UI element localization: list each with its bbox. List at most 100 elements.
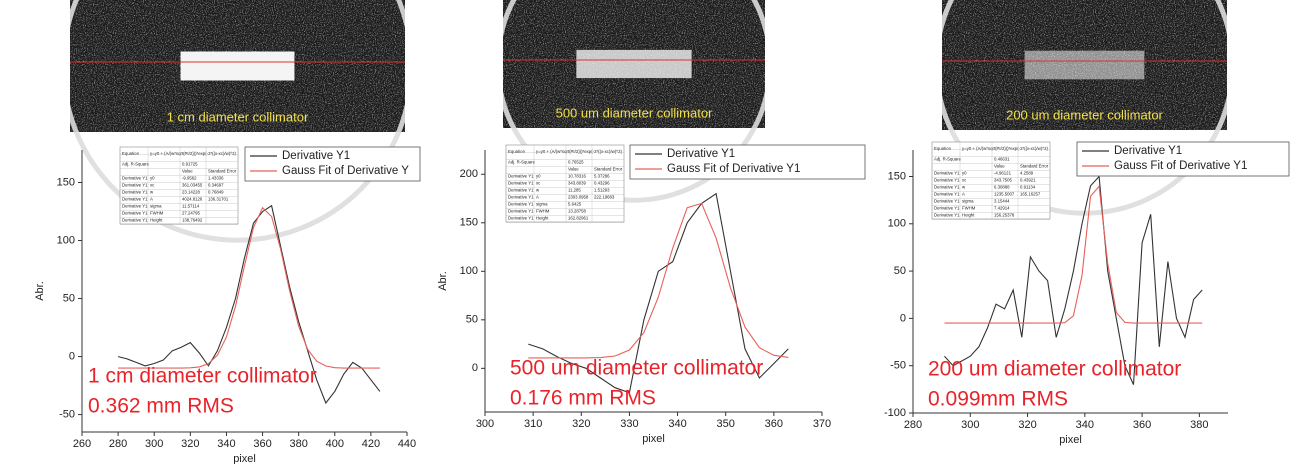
table-cell: 343.7505 (994, 178, 1013, 183)
fit-table (931, 141, 1051, 220)
image-margin (765, 0, 825, 128)
series-line (944, 175, 1203, 385)
table-cell: y0 (962, 171, 967, 176)
table-cell: A (150, 197, 153, 202)
fit-table (119, 146, 239, 225)
x-tick-label: 340 (668, 418, 686, 430)
table-cell: FWHM (536, 209, 550, 214)
legend-label: Gauss Fit of Derivative Y (282, 165, 409, 177)
table-cell: Equation (122, 151, 140, 156)
table-cell: Derivative Y1 (508, 181, 534, 186)
table-header: Value (568, 167, 579, 172)
table-cell: -4.96121 (994, 171, 1012, 176)
annotation: 500 um diameter collimator (510, 357, 763, 380)
x-tick-label: 340 (217, 438, 235, 450)
table-cell: 23.14228 (182, 190, 201, 195)
x-tick-label: 380 (289, 438, 307, 450)
image-caption: 500 um diameter collimator (556, 105, 713, 120)
table-cell: Derivative Y1 (122, 183, 148, 188)
table-header: Value (182, 169, 193, 174)
annotation: 0.176 mm RMS (510, 387, 656, 410)
table-cell: sigma (962, 199, 974, 204)
table-cell: Height (150, 218, 163, 223)
table-cell: w (962, 185, 966, 190)
table-cell: 11.57114 (182, 204, 200, 209)
x-tick-label: 350 (717, 418, 735, 430)
table-header: Standard Error (208, 169, 237, 174)
table-cell: Derivative Y1 (508, 216, 534, 221)
y-tick-label: 0 (69, 350, 75, 362)
table-cell: Derivative Y1 (508, 174, 534, 179)
image-margin (1227, 0, 1287, 130)
table-cell: 0.76525 (568, 160, 584, 165)
x-tick-label: 340 (1076, 419, 1094, 431)
table-cell: y=y0 + (A/(w*sqrt(PI/2)))*exp(-2*((x-xc)… (536, 149, 623, 154)
table-cell: FWHM (150, 211, 164, 216)
table-cell: Adj. R-Square (508, 160, 536, 165)
x-tick-label: 300 (476, 418, 494, 430)
table-cell: A (962, 192, 965, 197)
table-cell: Derivative Y1 (934, 192, 960, 197)
beam-spot (576, 49, 692, 79)
table-cell: y=y0 + (A/(w*sqrt(PI/2)))*exp(-2*((x-xc)… (150, 151, 237, 156)
table-cell: 222.19683 (594, 195, 615, 200)
table-cell: 11.285 (568, 188, 581, 193)
legend-box (244, 146, 421, 182)
table-cell: A (536, 195, 539, 200)
table-cell: Height (962, 213, 975, 218)
y-tick-label: 50 (63, 292, 75, 304)
annotation: 0.362 mm RMS (88, 395, 234, 418)
table-cell: 343.8039 (568, 181, 587, 186)
series-line (118, 206, 380, 369)
series-line (117, 204, 381, 405)
table-header: Standard Error (1020, 164, 1049, 169)
y-tick-label: 50 (466, 314, 478, 326)
y-tick-label: 100 (460, 265, 478, 277)
table-cell: Derivative Y1 (122, 197, 148, 202)
table-cell: 165.16257 (1020, 192, 1041, 197)
table-cell: -9.9562 (182, 176, 197, 181)
table-cell: Equation (508, 149, 526, 154)
x-tick-label: 440 (398, 438, 416, 450)
y-tick-label: 50 (894, 265, 906, 277)
image-margin (443, 0, 503, 128)
legend-label: Gauss Fit of Derivative Y1 (1114, 160, 1247, 172)
table-cell: 7.42914 (994, 206, 1010, 211)
x-tick-label: 280 (904, 419, 922, 431)
table-cell: Derivative Y1 (122, 204, 148, 209)
table-cell: 0.46631 (994, 157, 1010, 162)
x-tick-label: 360 (765, 418, 783, 430)
annotation: 0.099mm RMS (928, 388, 1068, 411)
x-tick-label: 320 (181, 438, 199, 450)
series-line (528, 202, 789, 359)
table-cell: 361.03455 (182, 183, 203, 188)
table-cell: Derivative Y1 (122, 218, 148, 223)
table-cell: Derivative Y1 (508, 202, 534, 207)
series-line (944, 184, 1203, 324)
image-margin (882, 0, 942, 130)
table-cell: 0.91134 (1020, 185, 1036, 190)
x-tick-label: 310 (524, 418, 542, 430)
table-cell: 6.30888 (994, 185, 1010, 190)
table-cell: Equation (934, 146, 952, 151)
table-cell: Derivative Y1 (122, 190, 148, 195)
table-cell: 0.76849 (208, 190, 224, 195)
table-cell: Derivative Y1 (934, 171, 960, 176)
table-cell: Derivative Y1 (934, 213, 960, 218)
image-caption: 1 cm diameter collimator (167, 109, 309, 124)
x-tick-label: 300 (145, 438, 163, 450)
table-cell: 1.51293 (594, 188, 610, 193)
table-cell: Derivative Y1 (508, 195, 534, 200)
table-cell: 5.6425 (568, 202, 582, 207)
x-tick-label: 360 (253, 438, 271, 450)
y-tick-label: 150 (460, 217, 478, 229)
x-tick-label: 420 (362, 438, 380, 450)
x-tick-label: 330 (620, 418, 638, 430)
annotation: 200 um diameter collimator (928, 358, 1181, 381)
table-cell: 0.43296 (594, 181, 610, 186)
table-cell: xc (962, 178, 967, 183)
table-cell: 156.25378 (994, 213, 1015, 218)
table-header: Standard Error (594, 167, 623, 172)
y-tick-label: 200 (460, 168, 478, 180)
